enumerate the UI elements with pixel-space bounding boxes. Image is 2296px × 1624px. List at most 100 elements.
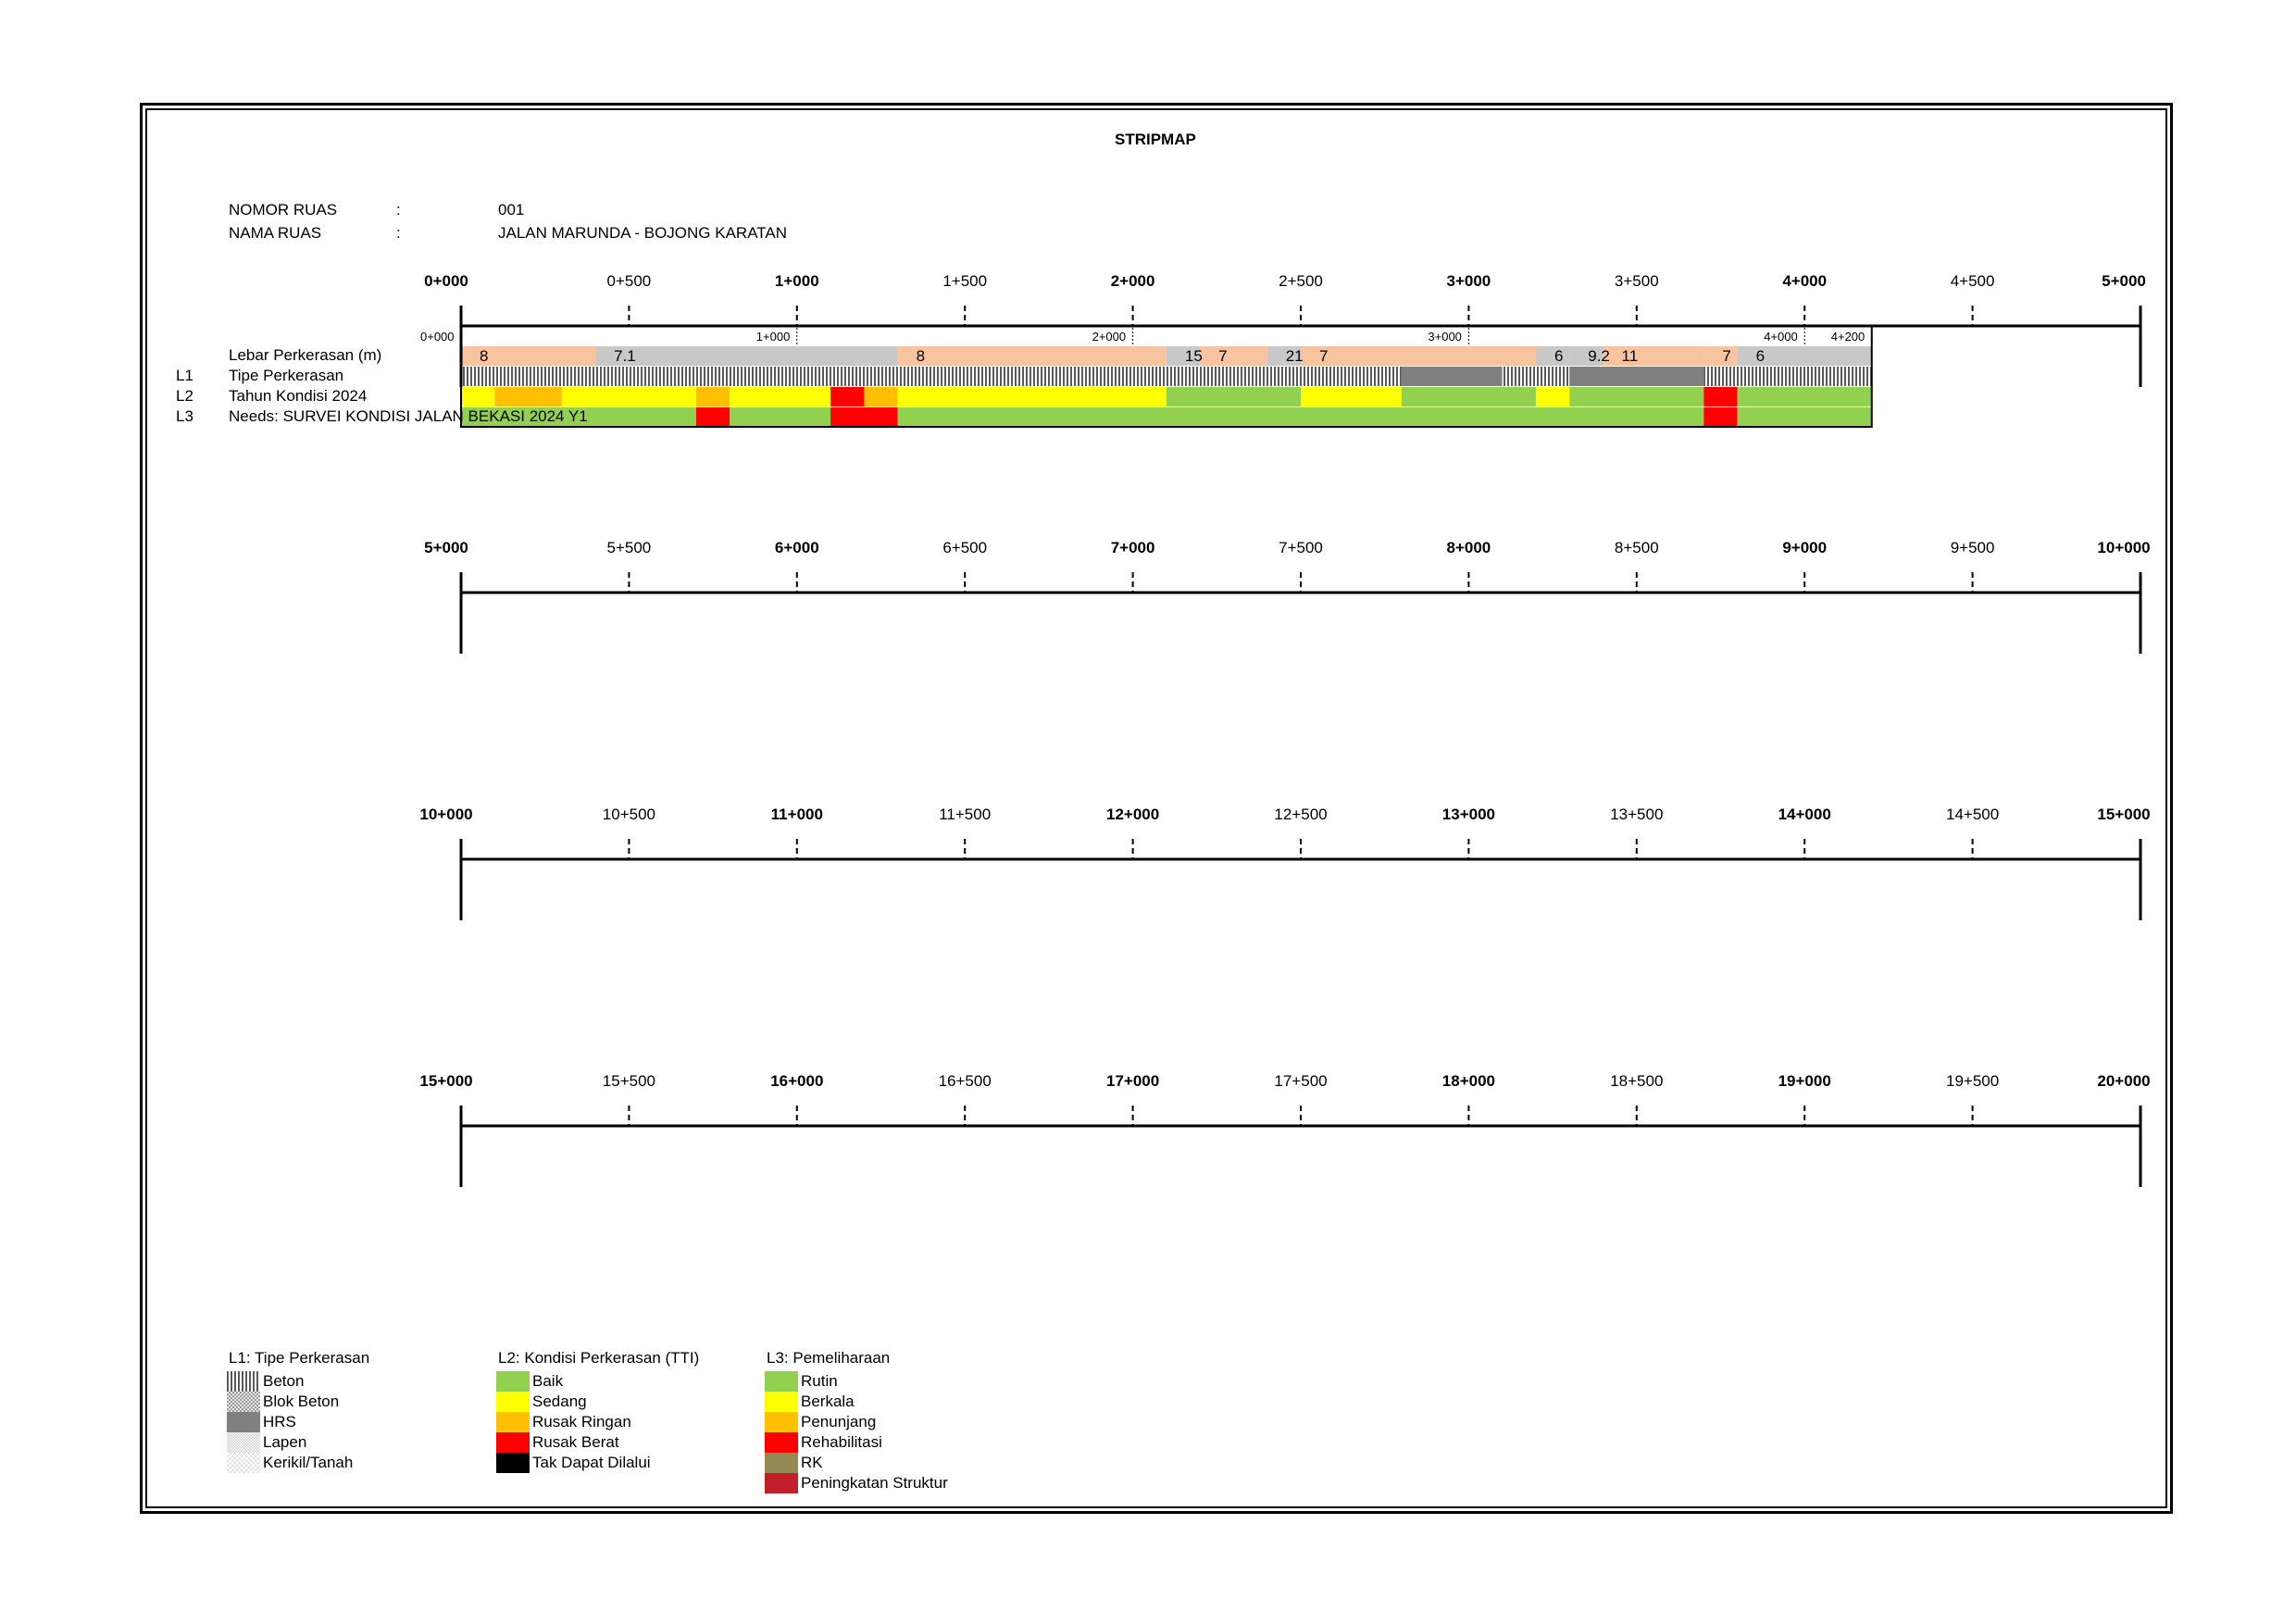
legend-item-label: RK bbox=[801, 1454, 823, 1471]
axis-tick-label: 10+000 bbox=[2097, 539, 2151, 556]
pavement-segment bbox=[1502, 367, 1570, 386]
nama-ruas-value: JALAN MARUNDA - BOJONG KARATAN bbox=[498, 224, 788, 242]
legend-item-label: Beton bbox=[263, 1372, 305, 1390]
legend-swatch bbox=[765, 1371, 798, 1392]
needs-segment bbox=[1737, 407, 1872, 427]
condition-segment bbox=[494, 387, 562, 406]
needs-segment bbox=[1703, 407, 1738, 427]
width-segment bbox=[1301, 346, 1536, 366]
axis-tick-label: 19+500 bbox=[1945, 1072, 2000, 1090]
width-segment bbox=[1703, 346, 1738, 366]
legend-item-label: Berkala bbox=[801, 1393, 855, 1410]
axis-tick-label: 5+000 bbox=[2102, 272, 2146, 290]
axis-tick-label: 2+500 bbox=[1279, 272, 1323, 290]
pavement-segment bbox=[1569, 367, 1704, 386]
axis-tick-label: 10+500 bbox=[602, 806, 655, 823]
condition-segment bbox=[1401, 387, 1536, 406]
row-code: L2 bbox=[176, 387, 193, 405]
condition-segment bbox=[730, 387, 831, 406]
pavement-segment bbox=[461, 367, 1402, 386]
km-marker-label: 4+200 bbox=[1830, 330, 1866, 344]
legend-swatch bbox=[496, 1453, 530, 1473]
axis-tick-label: 14+000 bbox=[1778, 806, 1831, 823]
legend-item-label: HRS bbox=[263, 1413, 296, 1430]
legend-item-label: Sedang bbox=[532, 1393, 587, 1410]
axis-tick-label: 7+000 bbox=[1110, 539, 1155, 556]
row-label: Tahun Kondisi 2024 bbox=[229, 387, 368, 405]
width-segment bbox=[595, 346, 898, 366]
axis-tick-label: 18+500 bbox=[1610, 1072, 1664, 1090]
legend-swatch bbox=[765, 1412, 798, 1432]
width-value: 8 bbox=[480, 347, 489, 365]
width-value: 11 bbox=[1621, 347, 1639, 365]
condition-segment bbox=[1301, 387, 1402, 406]
axis-tick-label: 3+500 bbox=[1614, 272, 1659, 290]
axis-tick-label: 5+500 bbox=[606, 539, 652, 556]
width-value: 8 bbox=[916, 347, 926, 365]
row-label: Needs: SURVEI KONDISI JALAN BEKASI 2024 … bbox=[229, 407, 588, 425]
axis-tick-label: 4+500 bbox=[1950, 272, 1995, 290]
axis-tick-label: 8+500 bbox=[1614, 539, 1659, 556]
km-marker-label: 4+000 bbox=[1764, 330, 1798, 344]
condition-segment bbox=[830, 387, 865, 406]
legend-item-label: Rusak Ringan bbox=[532, 1413, 631, 1430]
axis-tick-label: 19+000 bbox=[1778, 1072, 1831, 1090]
legend-item-label: Rutin bbox=[801, 1372, 838, 1390]
nomor-ruas-label: NOMOR RUAS bbox=[229, 201, 338, 219]
axis-tick-label: 11+500 bbox=[939, 806, 992, 823]
axis-tick-label: 20+000 bbox=[2097, 1072, 2151, 1090]
legend-item-label: Rehabilitasi bbox=[801, 1433, 882, 1451]
width-segment bbox=[1569, 346, 1603, 366]
axis-tick-label: 9+500 bbox=[1950, 539, 1995, 556]
legend-item-label: Tak Dapat Dilalui bbox=[532, 1454, 651, 1471]
width-value: 6 bbox=[1554, 347, 1564, 365]
nomor-ruas-colon: : bbox=[396, 201, 401, 219]
axis-tick-label: 6+500 bbox=[942, 539, 988, 556]
legend-item-label: Lapen bbox=[263, 1433, 307, 1451]
axis-tick-label: 1+500 bbox=[942, 272, 988, 290]
width-value: 7 bbox=[1722, 347, 1731, 365]
axis-tick-label: 1+000 bbox=[774, 272, 819, 290]
condition-segment bbox=[1569, 387, 1704, 406]
stripmap-title: STRIPMAP bbox=[1115, 131, 1196, 148]
legend-swatch bbox=[496, 1392, 530, 1412]
axis-tick-label: 0+000 bbox=[424, 272, 468, 290]
axis-tick-label: 2+000 bbox=[1110, 272, 1155, 290]
row-code: L3 bbox=[176, 407, 193, 425]
condition-segment bbox=[1703, 387, 1738, 406]
row-code: L1 bbox=[176, 367, 193, 384]
row-label: Lebar Perkerasan (m) bbox=[229, 346, 382, 364]
axis-tick-label: 10+000 bbox=[419, 806, 473, 823]
row-label: Tipe Perkerasan bbox=[229, 367, 344, 384]
axis-tick-label: 17+000 bbox=[1105, 1072, 1160, 1090]
legend-item-label: Kerikil/Tanah bbox=[263, 1454, 354, 1471]
legend-swatch bbox=[765, 1453, 798, 1473]
legend-item-label: Peningkatan Struktur bbox=[801, 1474, 948, 1492]
legend-swatch bbox=[227, 1432, 260, 1453]
legend-swatch bbox=[227, 1412, 260, 1432]
axis-tick-label: 12+500 bbox=[1274, 806, 1328, 823]
condition-segment bbox=[1737, 387, 1872, 406]
condition-segment bbox=[461, 387, 495, 406]
km-marker-label: 2+000 bbox=[1092, 330, 1127, 344]
axis-tick-label: 3+000 bbox=[1446, 272, 1491, 290]
km-marker-label: 1+000 bbox=[755, 330, 791, 344]
legend-swatch bbox=[496, 1371, 530, 1392]
legend-title: L3: Pemeliharaan bbox=[767, 1349, 891, 1367]
axis-tick-label: 15+500 bbox=[602, 1072, 655, 1090]
width-segment bbox=[1603, 346, 1704, 366]
width-segment bbox=[461, 346, 596, 366]
width-segment bbox=[1200, 346, 1267, 366]
axis-tick-label: 14+500 bbox=[1945, 806, 2000, 823]
width-segment bbox=[1737, 346, 1872, 366]
nama-ruas-label: NAMA RUAS bbox=[229, 224, 322, 242]
width-value: 7 bbox=[1319, 347, 1329, 365]
nama-ruas-colon: : bbox=[396, 224, 401, 242]
legend-title: L2: Kondisi Perkerasan (TTI) bbox=[498, 1349, 700, 1367]
legend-item-label: Baik bbox=[532, 1372, 564, 1390]
condition-segment bbox=[1535, 387, 1570, 406]
legend-swatch bbox=[227, 1453, 260, 1473]
legend-swatch bbox=[765, 1392, 798, 1412]
width-value: 21 bbox=[1285, 347, 1304, 365]
